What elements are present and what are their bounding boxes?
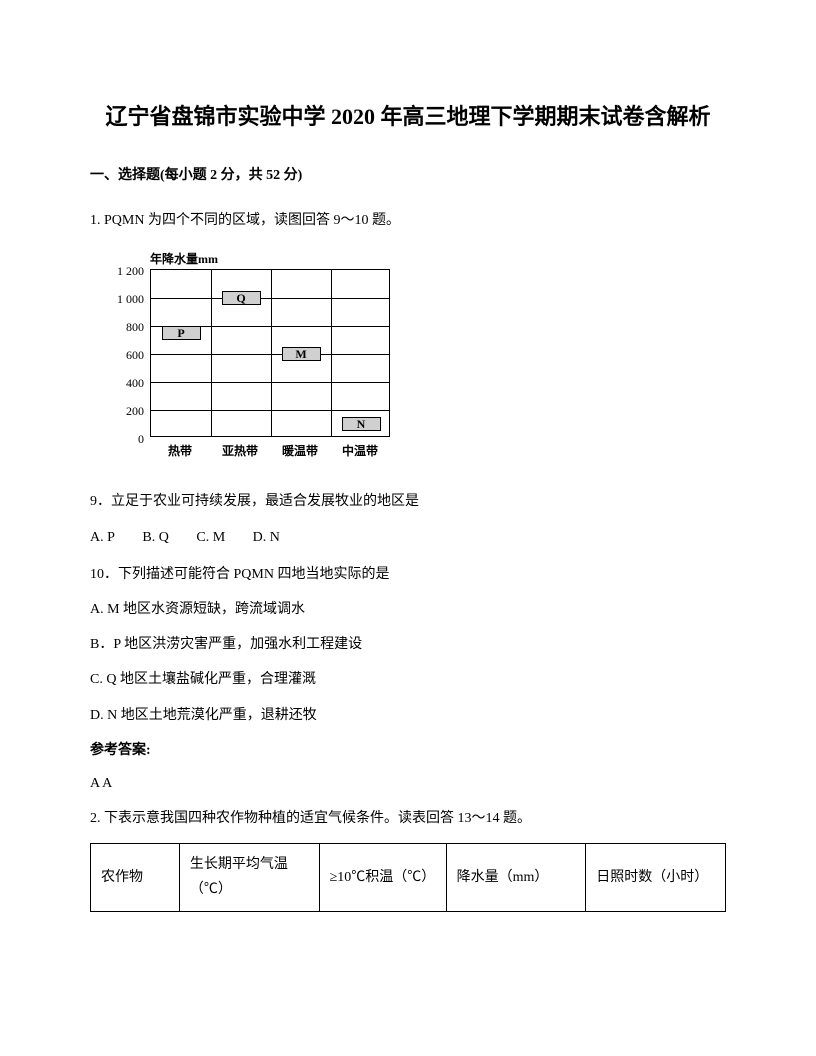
q9-option-c: C. M [196,525,225,550]
x-tick: 亚热带 [210,441,270,463]
page-title: 辽宁省盘锦市实验中学 2020 年高三地理下学期期末试卷含解析 [90,100,726,133]
section-header: 一、选择题(每小题 2 分，共 52 分) [90,163,726,188]
y-tick: 1 000 [104,289,144,311]
q9-option-a: A. P [90,525,115,550]
chart-bar-q: Q [222,291,261,305]
chart-bar-p: P [162,326,201,340]
q1-intro: 1. PQMN 为四个不同的区域，读图回答 9～10 题。 [90,208,726,233]
x-tick: 暖温带 [270,441,330,463]
answer-text: A A [90,771,726,796]
chart-container: 年降水量mm 1 200 1 000 800 600 400 200 0 P Q M N 热带亚热… [100,249,726,469]
y-tick: 600 [104,345,144,367]
table-header-cell: ≥10℃积温（℃） [319,844,446,911]
chart-bar-n: N [342,417,381,431]
x-tick: 热带 [150,441,210,463]
x-tick: 中温带 [330,441,390,463]
y-tick: 0 [104,429,144,451]
chart-grid: P Q M N [150,269,390,437]
y-tick: 200 [104,401,144,423]
y-axis-label: 年降水量mm [150,249,218,271]
q10-option-a: A. M 地区水资源短缺，跨流域调水 [90,597,726,622]
q9-options: A. P B. Q C. M D. N [90,525,726,550]
crop-table: 农作物 生长期平均气温（℃） ≥10℃积温（℃） 降水量（mm） 日照时数（小时… [90,843,726,911]
q10-option-c: C. Q 地区土壤盐碱化严重，合理灌溉 [90,667,726,692]
table-header-cell: 日照时数（小时） [586,844,726,911]
table-header-cell: 生长期平均气温（℃） [179,844,319,911]
answer-label: 参考答案: [90,738,726,763]
q10-option-b: B．P 地区洪涝灾害严重，加强水利工程建设 [90,632,726,657]
q9-option-b: B. Q [142,525,168,550]
q10-text: 10．下列描述可能符合 PQMN 四地当地实际的是 [90,562,726,587]
y-tick: 800 [104,317,144,339]
q9-text: 9．立足于农业可持续发展，最适合发展牧业的地区是 [90,489,726,514]
q9-option-d: D. N [253,525,280,550]
table-header-cell: 降水量（mm） [446,844,586,911]
y-tick: 400 [104,373,144,395]
y-tick: 1 200 [104,261,144,283]
chart-bar-m: M [282,347,321,361]
precipitation-chart: 年降水量mm 1 200 1 000 800 600 400 200 0 P Q M N 热带亚热… [100,249,420,469]
table-header-row: 农作物 生长期平均气温（℃） ≥10℃积温（℃） 降水量（mm） 日照时数（小时… [91,844,726,911]
table-header-cell: 农作物 [91,844,180,911]
q10-option-d: D. N 地区土地荒漠化严重，退耕还牧 [90,703,726,728]
q2-intro: 2. 下表示意我国四种农作物种植的适宜气候条件。读表回答 13～14 题。 [90,806,726,831]
